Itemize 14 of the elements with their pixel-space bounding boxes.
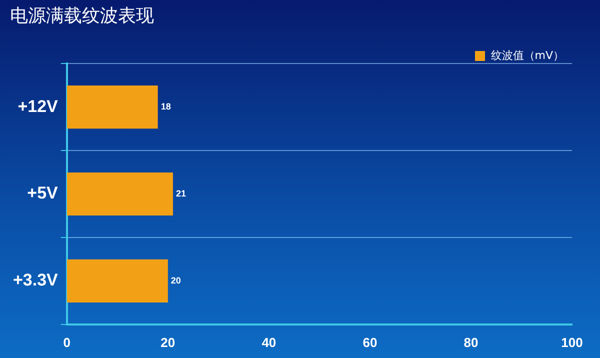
x-tick-label: 40 (262, 334, 276, 350)
x-tick-label: 60 (362, 334, 378, 350)
y-tick-label: +3.3V (12, 270, 59, 290)
chart-title: 电源满载纹波表现 (10, 5, 154, 26)
x-tick-label: 0 (63, 334, 71, 350)
y-tick-label: +12V (18, 96, 59, 116)
x-tick-label: 80 (464, 334, 478, 350)
legend-label: 纹波值（mV） (490, 48, 564, 63)
x-tick-label: 20 (160, 334, 176, 350)
y-tick-label: +5V (27, 184, 59, 203)
data-label: 18 (160, 102, 171, 112)
x-tick-label: 100 (561, 334, 583, 350)
data-label: 21 (176, 188, 186, 198)
data-label: 20 (170, 275, 181, 286)
